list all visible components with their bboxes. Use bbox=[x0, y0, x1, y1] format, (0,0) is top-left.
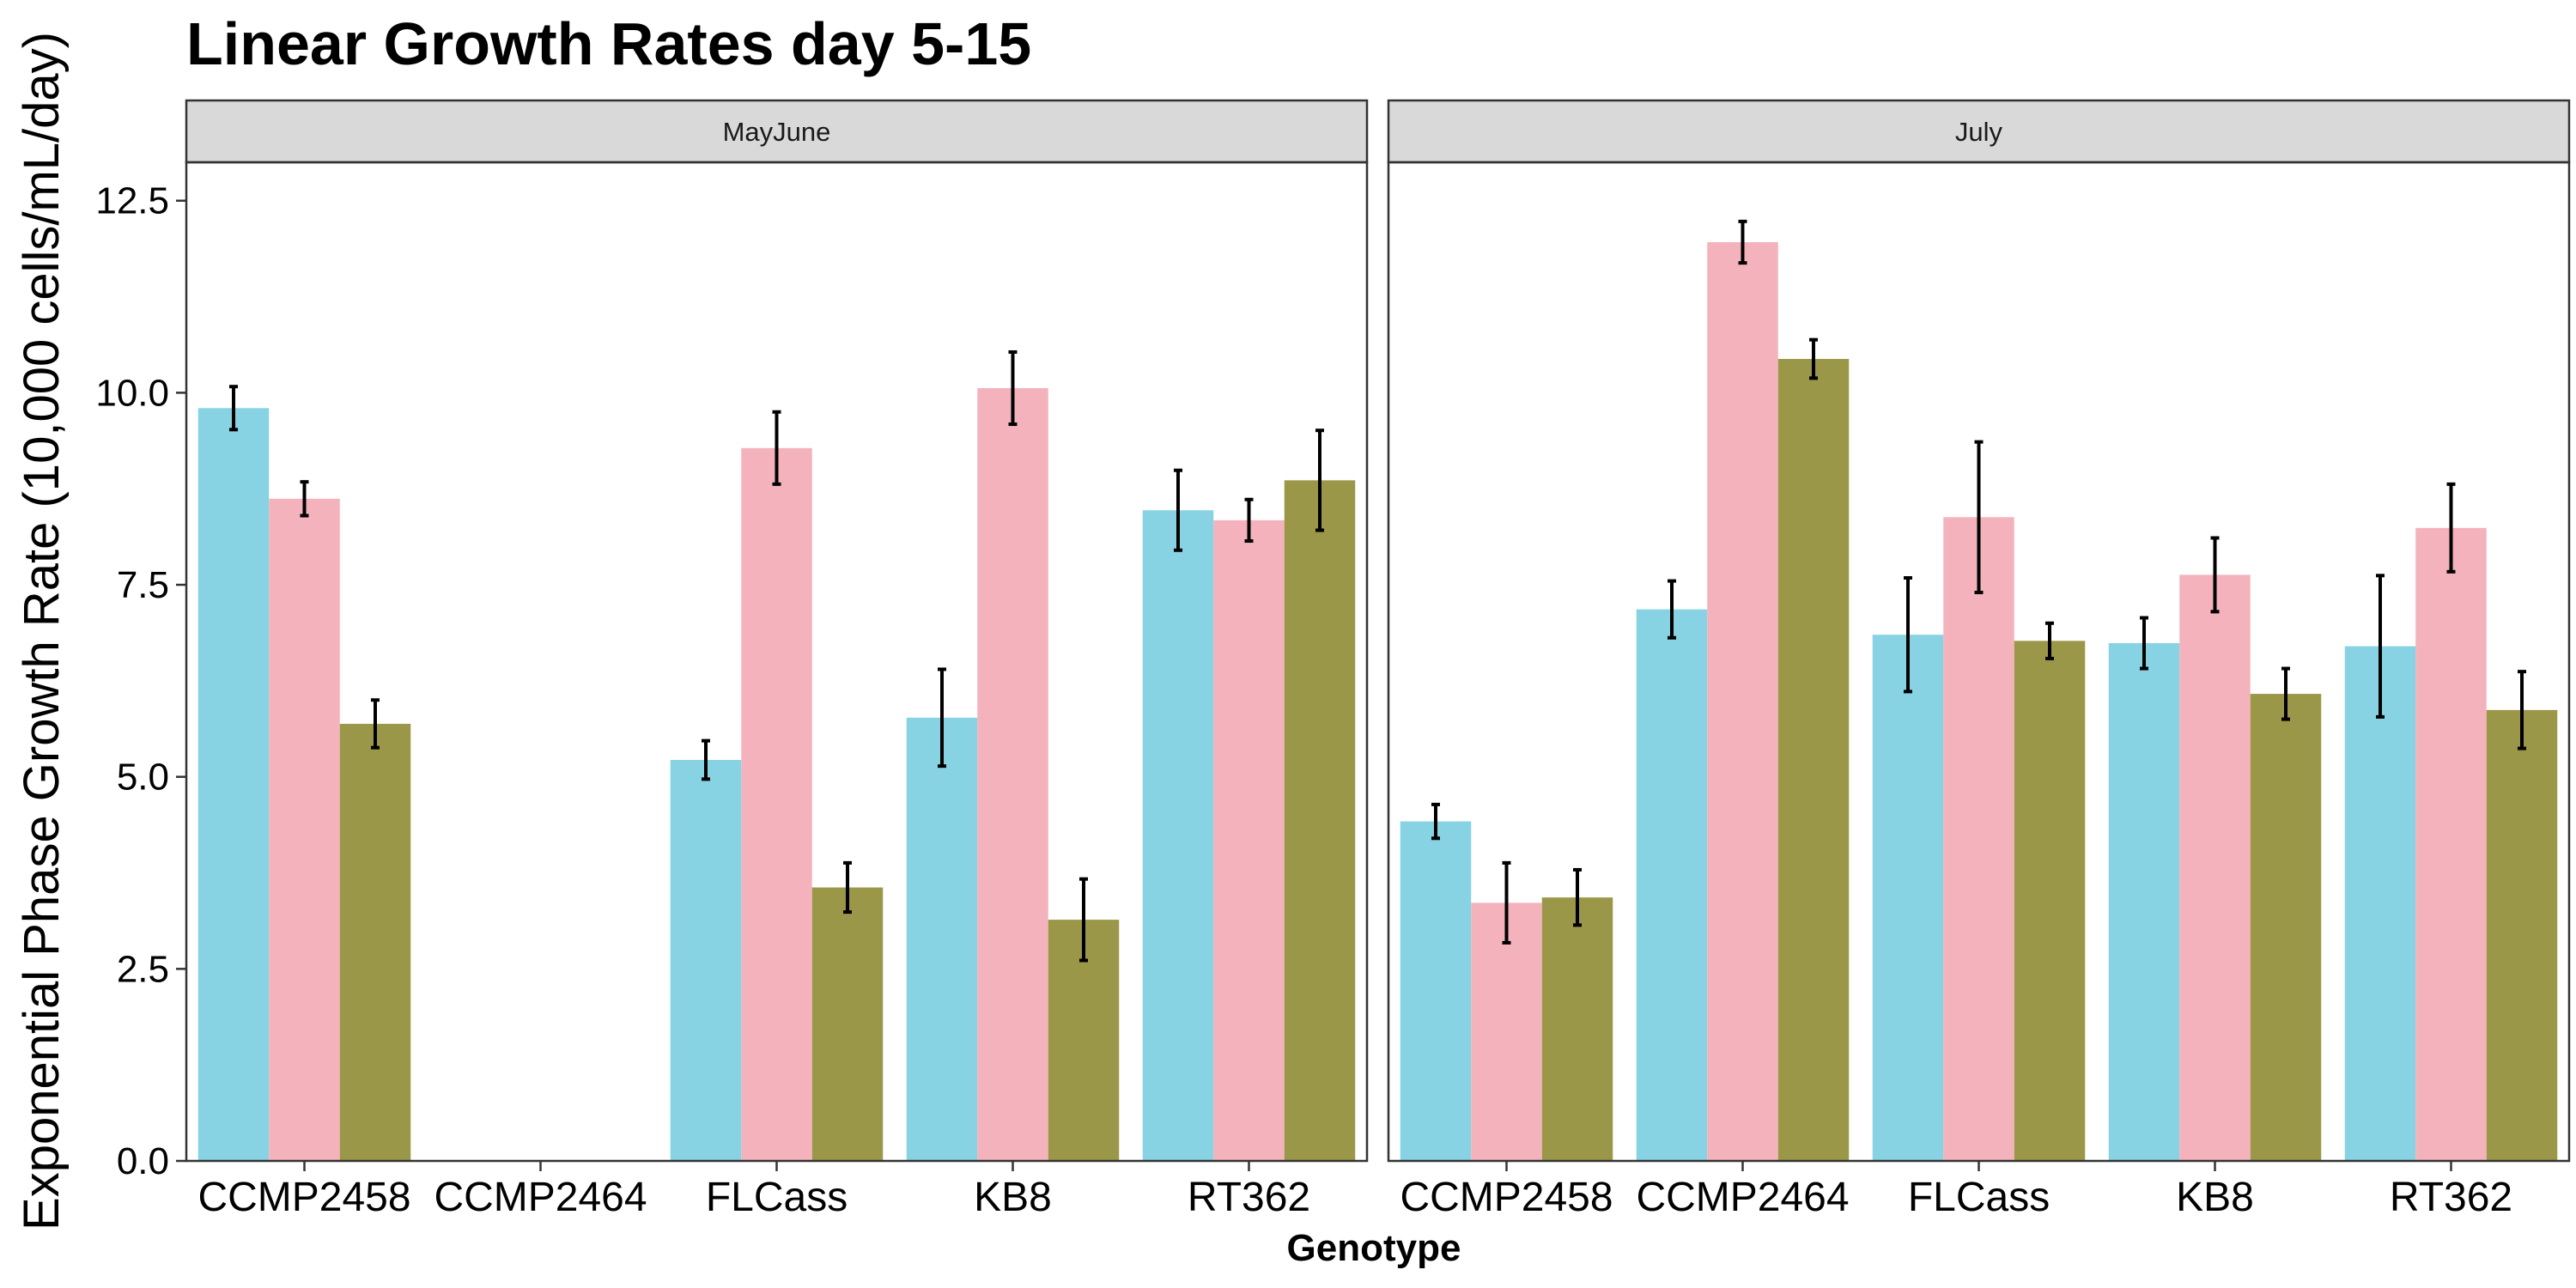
x-tick-label: CCMP2464 bbox=[434, 1175, 647, 1220]
bar bbox=[2250, 694, 2322, 1161]
panels: MayJune CCMP2458 CCMP2464 FLCass KB8 RT362 0.0… bbox=[95, 99, 2571, 1220]
x-tick-label: CCMP2458 bbox=[1400, 1175, 1613, 1220]
y-tick-label: 5.0 bbox=[117, 756, 169, 799]
y-tick-label: 2.5 bbox=[117, 948, 169, 990]
x-tick-label: KB8 bbox=[974, 1175, 1052, 1220]
bar bbox=[1872, 635, 1944, 1161]
y-tick-label: 10.0 bbox=[95, 372, 169, 414]
bar bbox=[977, 388, 1048, 1161]
bar bbox=[670, 760, 742, 1161]
bar bbox=[906, 717, 978, 1161]
bar bbox=[1943, 517, 2014, 1161]
bar bbox=[1142, 510, 1214, 1161]
bar bbox=[1707, 242, 1778, 1161]
bar bbox=[1777, 359, 1850, 1161]
bar bbox=[1541, 897, 1613, 1161]
x-axis-label: Genotype bbox=[1287, 1227, 1461, 1269]
x-tick-label: KB8 bbox=[2176, 1175, 2254, 1220]
bar bbox=[811, 887, 884, 1161]
bar bbox=[2486, 709, 2558, 1161]
y-tick-label: 7.5 bbox=[117, 564, 169, 606]
x-tick-label: RT362 bbox=[2390, 1175, 2512, 1220]
y-axis-label: Exponential Phase Growth Rate (10,000 ce… bbox=[14, 32, 70, 1230]
bar bbox=[1284, 480, 1356, 1161]
bar bbox=[2108, 643, 2180, 1161]
facet-strip-label: July bbox=[1955, 117, 2003, 147]
facet-strip bbox=[185, 99, 1369, 164]
bar bbox=[1400, 821, 1472, 1161]
x-tick-label: FLCass bbox=[1908, 1175, 2050, 1220]
bar bbox=[1213, 519, 1285, 1161]
facet-strip bbox=[1387, 99, 2571, 164]
x-tick-label: CCMP2458 bbox=[197, 1175, 410, 1220]
x-tick-label: CCMP2464 bbox=[1636, 1175, 1849, 1220]
bar bbox=[2179, 574, 2251, 1161]
bar bbox=[2014, 641, 2086, 1161]
bar bbox=[1636, 609, 1708, 1161]
chart-title: Linear Growth Rates day 5-15 bbox=[186, 10, 1031, 77]
facet-strip-label: MayJune bbox=[723, 117, 831, 147]
y-tick-label: 0.0 bbox=[117, 1140, 169, 1182]
x-tick-label: RT362 bbox=[1188, 1175, 1310, 1220]
facet-panel-july: July CCMP2458 CCMP2464 FLCass KB8 RT362 bbox=[1387, 99, 2571, 1220]
bar bbox=[741, 447, 812, 1161]
bar bbox=[269, 498, 340, 1161]
bar bbox=[2344, 646, 2416, 1161]
y-tick-label: 12.5 bbox=[95, 180, 169, 222]
bar bbox=[339, 723, 411, 1161]
bar bbox=[2415, 527, 2487, 1161]
facet-panel-mayjune: MayJune CCMP2458 CCMP2464 FLCass KB8 RT362 0.0… bbox=[95, 99, 1369, 1220]
bar bbox=[1471, 902, 1542, 1161]
bar bbox=[197, 408, 270, 1161]
x-tick-label: FLCass bbox=[706, 1175, 848, 1220]
